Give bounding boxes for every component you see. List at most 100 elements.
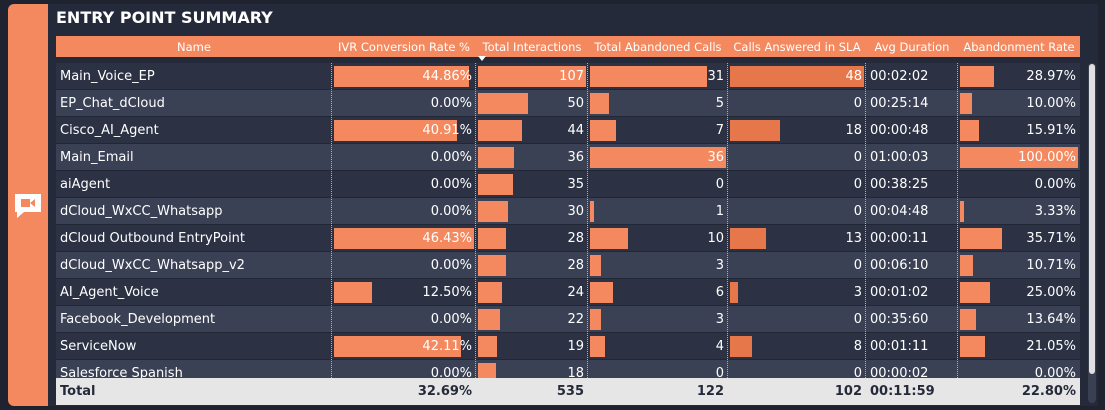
data-bar (590, 282, 613, 303)
cell-value: 0.00% (430, 312, 472, 327)
row-name: Facebook_Development (60, 312, 216, 327)
cell-value: 35 (567, 177, 584, 192)
total-value: 32.69% (417, 384, 472, 399)
cell-value: 22 (567, 312, 584, 327)
data-bar (478, 201, 509, 222)
total-row (56, 378, 1080, 405)
data-bar (730, 228, 767, 249)
cell-value: 00:00:11 (870, 231, 929, 246)
data-bar (334, 336, 461, 357)
cell-value: 0.00% (430, 258, 472, 273)
cell-value: 3 (715, 258, 724, 273)
cell-value: 10.00% (1026, 96, 1076, 111)
cell-value: 28 (567, 258, 584, 273)
data-bar (478, 282, 503, 303)
total-value: 102 (834, 384, 862, 399)
data-bar (960, 255, 973, 276)
cell-value: 00:00:02 (870, 366, 929, 378)
table-row (56, 306, 1080, 333)
cell-value: 0.00% (1034, 177, 1076, 192)
header-row (56, 36, 1080, 57)
cell-value: 0.00% (430, 366, 472, 378)
total-label: Total (60, 384, 96, 399)
cell-value: 0.00% (430, 204, 472, 219)
cell-value: 6 (715, 285, 724, 300)
data-bar (960, 336, 985, 357)
table-body: Main_Voice_EP 44.86% 107 31 48 00:02:02 28.97%… (56, 63, 1080, 378)
data-bar (478, 309, 501, 330)
row-name: Main_Voice_EP (60, 69, 155, 84)
data-bar (960, 309, 977, 330)
row-name: ServiceNow (60, 339, 137, 354)
cell-value: 13 (845, 231, 862, 246)
cell-value: 0.00% (1034, 366, 1076, 378)
cell-value: 0 (853, 366, 862, 378)
data-bar (590, 120, 617, 141)
row-name: dCloud_WxCC_Whatsapp_v2 (60, 258, 245, 273)
cell-value: 48 (845, 69, 862, 84)
cell-value: 0 (853, 258, 862, 273)
cell-value: 25.00% (1026, 285, 1076, 300)
column-header: IVR Conversion Rate % (338, 39, 470, 54)
column-divider (475, 63, 476, 378)
data-bar (478, 255, 507, 276)
cell-value: 36 (707, 150, 724, 165)
table-row (56, 252, 1080, 279)
cell-value: 3 (853, 285, 862, 300)
cell-value: 8 (853, 339, 862, 354)
data-bar (590, 147, 726, 168)
cell-value: 15.91% (1026, 123, 1076, 138)
cell-value: 0 (853, 177, 862, 192)
cell-value: 42.11% (422, 339, 472, 354)
data-bar (730, 120, 781, 141)
cell-value: 00:35:60 (870, 312, 929, 327)
cell-value: 30 (567, 204, 584, 219)
scrollbar-thumb[interactable] (1089, 64, 1095, 374)
cell-value: 0 (853, 312, 862, 327)
data-bar (334, 120, 458, 141)
table-row (56, 360, 1080, 378)
cell-value: 35.71% (1026, 231, 1076, 246)
row-name: AI_Agent_Voice (60, 285, 159, 300)
table-row (56, 198, 1080, 225)
column-header: Abandonment Rate (963, 39, 1075, 54)
cell-value: 18 (567, 366, 584, 378)
cell-value: 0 (715, 366, 724, 378)
cell-value: 00:06:10 (870, 258, 929, 273)
column-divider (865, 63, 866, 378)
cell-value: 19 (567, 339, 584, 354)
cell-value: 44.86% (422, 69, 472, 84)
data-bar (960, 93, 972, 114)
cell-value: 0.00% (430, 150, 472, 165)
data-bar (960, 66, 995, 87)
cell-value: 12.50% (422, 285, 472, 300)
cell-value: 00:00:48 (870, 123, 929, 138)
column-header: Calls Answered in SLA (733, 39, 861, 54)
cell-value: 0 (853, 96, 862, 111)
panel-title: ENTRY POINT SUMMARY (56, 8, 273, 27)
data-bar (960, 228, 1003, 249)
data-bar (960, 201, 964, 222)
data-bar (590, 66, 708, 87)
table-row (56, 279, 1080, 306)
data-bar (730, 66, 864, 87)
cell-value: 1 (715, 204, 724, 219)
total-value: 122 (696, 384, 724, 399)
data-bar (960, 147, 1078, 168)
total-value: 535 (556, 384, 584, 399)
column-divider (727, 63, 728, 378)
data-bar (730, 282, 739, 303)
cell-value: 31 (707, 69, 724, 84)
row-name: Cisco_AI_Agent (60, 123, 159, 138)
total-value: 22.80% (1021, 384, 1076, 399)
cell-value: 00:01:02 (870, 285, 929, 300)
chat-icon (15, 194, 41, 218)
row-name: dCloud Outbound EntryPoint (60, 231, 246, 246)
column-divider (957, 63, 958, 378)
data-bar (960, 282, 990, 303)
column-header: Total Interactions (482, 39, 582, 54)
data-bar (590, 255, 602, 276)
data-bar (334, 66, 470, 87)
cell-value: 5 (715, 96, 724, 111)
